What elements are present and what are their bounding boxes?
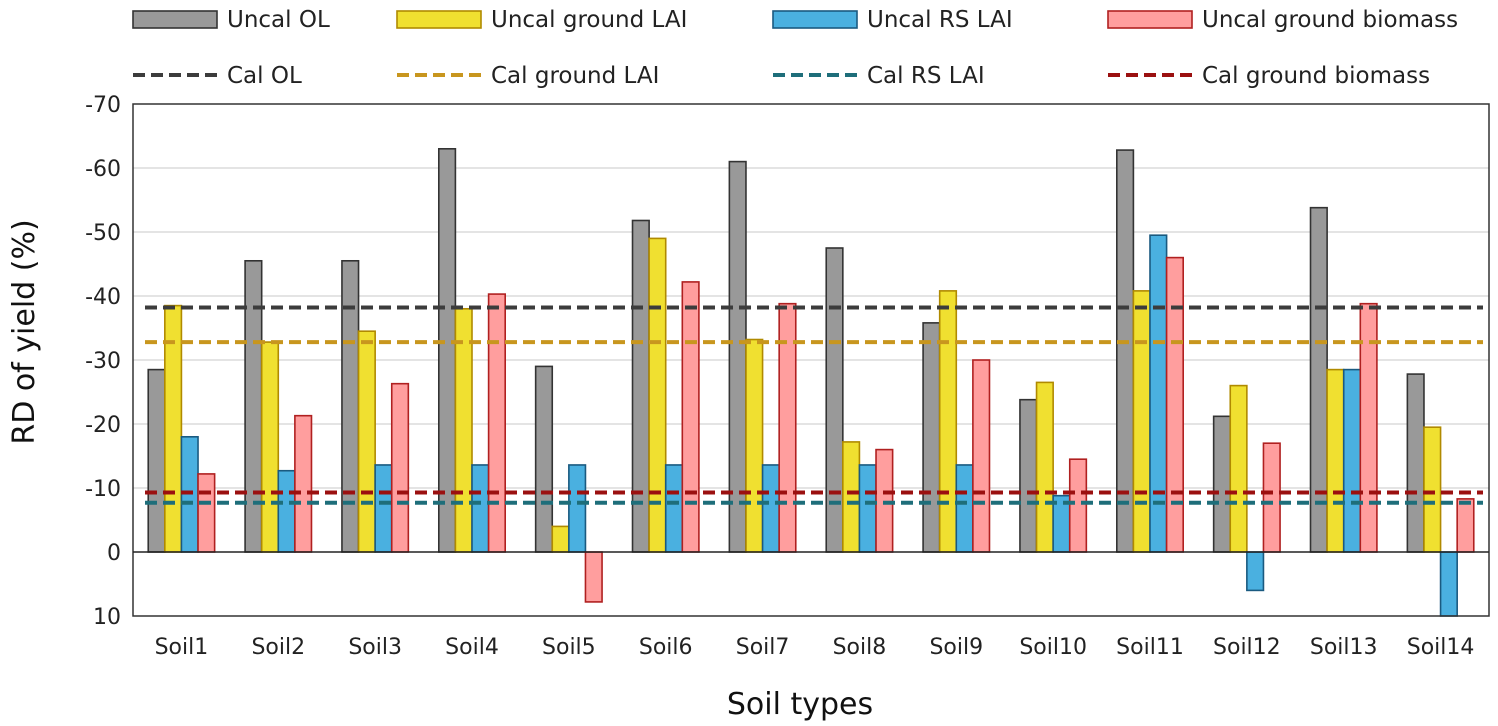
bar-uncal-ground-biomass-soil11 bbox=[1165, 256, 1184, 553]
bar-uncal-ground-lai-soil10 bbox=[1035, 381, 1054, 553]
x-tick-label: Soil6 bbox=[639, 635, 693, 660]
bar-uncal-ground-lai-soil6 bbox=[648, 237, 667, 553]
legend-label-cal-ground-lai: Cal ground LAI bbox=[491, 63, 659, 89]
y-tick-label: -40 bbox=[85, 285, 121, 310]
bar-uncal-ground-lai-soil5 bbox=[551, 525, 570, 553]
bar-uncal-ol-soil2 bbox=[244, 259, 263, 553]
y-axis-title: RD of yield (%) bbox=[7, 219, 42, 444]
y-axis-ticks: 10 0 -10 -20 -30 -40 -50 -60 -70 bbox=[85, 93, 121, 630]
bar-uncal-ground-lai-soil11 bbox=[1132, 290, 1151, 553]
bar-uncal-rs-lai-soil9 bbox=[955, 464, 974, 553]
bar-uncal-ground-biomass-soil5 bbox=[584, 551, 603, 603]
bar-uncal-ground-lai-soil2 bbox=[260, 341, 280, 553]
bar-uncal-ground-biomass-soil2 bbox=[294, 414, 313, 553]
bar-uncal-ground-lai-soil3 bbox=[357, 330, 376, 553]
x-tick-label: Soil3 bbox=[348, 635, 402, 660]
x-axis-ticks: Soil1 Soil2 Soil3 Soil4 Soil5 Soil6 Soil7 Soil8… bbox=[155, 635, 1475, 660]
bar-uncal-rs-lai-soil14 bbox=[1439, 551, 1458, 617]
x-tick-label: Soil2 bbox=[251, 635, 305, 660]
legend-swatch-uncal-ground-biomass bbox=[1107, 10, 1193, 29]
legend-label-uncal-ol: Uncal OL bbox=[227, 7, 330, 33]
x-tick-label: Soil1 bbox=[155, 635, 209, 660]
plot-frame bbox=[132, 103, 1490, 617]
legend-label-uncal-ground-biomass: Uncal ground biomass bbox=[1202, 7, 1458, 33]
bars bbox=[147, 148, 1475, 617]
x-tick-label: Soil5 bbox=[542, 635, 596, 660]
x-tick-label: Soil12 bbox=[1213, 635, 1281, 660]
y-tick-label: -20 bbox=[85, 413, 121, 438]
legend-label-uncal-ground-lai: Uncal ground LAI bbox=[491, 7, 687, 33]
y-tick-label: -60 bbox=[85, 157, 121, 182]
legend-label-cal-ol: Cal OL bbox=[227, 63, 302, 89]
legend-label-cal-rs-lai: Cal RS LAI bbox=[867, 63, 985, 89]
x-tick-label: Soil14 bbox=[1407, 635, 1475, 660]
y-tick-label: -10 bbox=[85, 477, 121, 502]
y-tick-label: 10 bbox=[93, 605, 121, 630]
x-tick-label: Soil8 bbox=[833, 635, 887, 660]
bar-uncal-rs-lai-soil4 bbox=[471, 464, 490, 553]
bar-uncal-ol-soil3 bbox=[341, 259, 360, 553]
legend: Uncal OL Uncal ground LAI Uncal RS LAI Unca… bbox=[132, 7, 1458, 89]
bar-uncal-ground-lai-soil14 bbox=[1423, 426, 1442, 553]
bar-uncal-ground-biomass-soil4 bbox=[487, 293, 507, 553]
bar-uncal-ground-biomass-soil1 bbox=[197, 473, 216, 553]
bar-uncal-ground-biomass-soil3 bbox=[390, 382, 410, 553]
bar-uncal-rs-lai-soil8 bbox=[858, 464, 877, 553]
gridlines bbox=[133, 103, 1489, 617]
bar-uncal-ol-soil8 bbox=[825, 247, 844, 553]
y-tick-label: -50 bbox=[85, 221, 121, 246]
bar-uncal-ol-soil13 bbox=[1309, 206, 1328, 553]
legend-swatch-uncal-rs-lai bbox=[772, 10, 858, 29]
bar-uncal-ol-soil9 bbox=[922, 322, 941, 553]
bar-uncal-ground-lai-soil9 bbox=[938, 290, 958, 553]
y-tick-label: -30 bbox=[85, 349, 121, 374]
bar-uncal-ol-soil1 bbox=[147, 368, 166, 553]
legend-label-uncal-rs-lai: Uncal RS LAI bbox=[867, 7, 1013, 33]
bar-uncal-ol-soil5 bbox=[534, 365, 554, 553]
legend-swatch-uncal-ol bbox=[132, 10, 218, 29]
x-axis-title: Soil types bbox=[727, 687, 873, 722]
bar-uncal-ground-lai-soil8 bbox=[842, 441, 861, 553]
y-tick-label: 0 bbox=[107, 541, 121, 566]
bar-uncal-ground-lai-soil7 bbox=[745, 338, 764, 553]
bar-uncal-ol-soil12 bbox=[1212, 415, 1232, 553]
x-tick-label: Soil4 bbox=[445, 635, 499, 660]
bar-uncal-rs-lai-soil12 bbox=[1246, 551, 1265, 592]
x-tick-label: Soil7 bbox=[736, 635, 790, 660]
x-tick-label: Soil13 bbox=[1310, 635, 1378, 660]
bar-uncal-rs-lai-soil6 bbox=[664, 464, 684, 553]
x-tick-label: Soil9 bbox=[929, 635, 983, 660]
legend-swatch-uncal-ground-lai bbox=[396, 10, 482, 29]
bar-uncal-ol-soil10 bbox=[1019, 398, 1038, 553]
bar-uncal-ground-lai-soil12 bbox=[1229, 384, 1248, 553]
bar-uncal-ground-lai-soil13 bbox=[1326, 368, 1345, 553]
bar-uncal-rs-lai-soil3 bbox=[374, 464, 393, 553]
bar-uncal-ol-soil14 bbox=[1406, 373, 1425, 553]
bar-uncal-rs-lai-soil7 bbox=[761, 464, 780, 553]
bar-uncal-ground-biomass-soil10 bbox=[1068, 458, 1088, 553]
x-tick-label: Soil10 bbox=[1019, 635, 1087, 660]
calibrated-lines bbox=[145, 305, 1483, 505]
bar-uncal-ground-biomass-soil6 bbox=[681, 281, 700, 553]
bar-uncal-rs-lai-soil13 bbox=[1342, 368, 1362, 553]
legend-label-cal-ground-biomass: Cal ground biomass bbox=[1202, 63, 1430, 89]
x-tick-label: Soil11 bbox=[1116, 635, 1184, 660]
bar-uncal-ground-biomass-soil9 bbox=[972, 359, 991, 553]
bar-uncal-rs-lai-soil2 bbox=[277, 469, 296, 553]
y-tick-label: -70 bbox=[85, 93, 121, 118]
bar-uncal-rs-lai-soil5 bbox=[568, 464, 587, 553]
bar-uncal-ground-biomass-soil12 bbox=[1262, 442, 1281, 553]
bar-uncal-ground-biomass-soil14 bbox=[1456, 498, 1475, 553]
bar-uncal-ground-lai-soil4 bbox=[454, 307, 473, 553]
